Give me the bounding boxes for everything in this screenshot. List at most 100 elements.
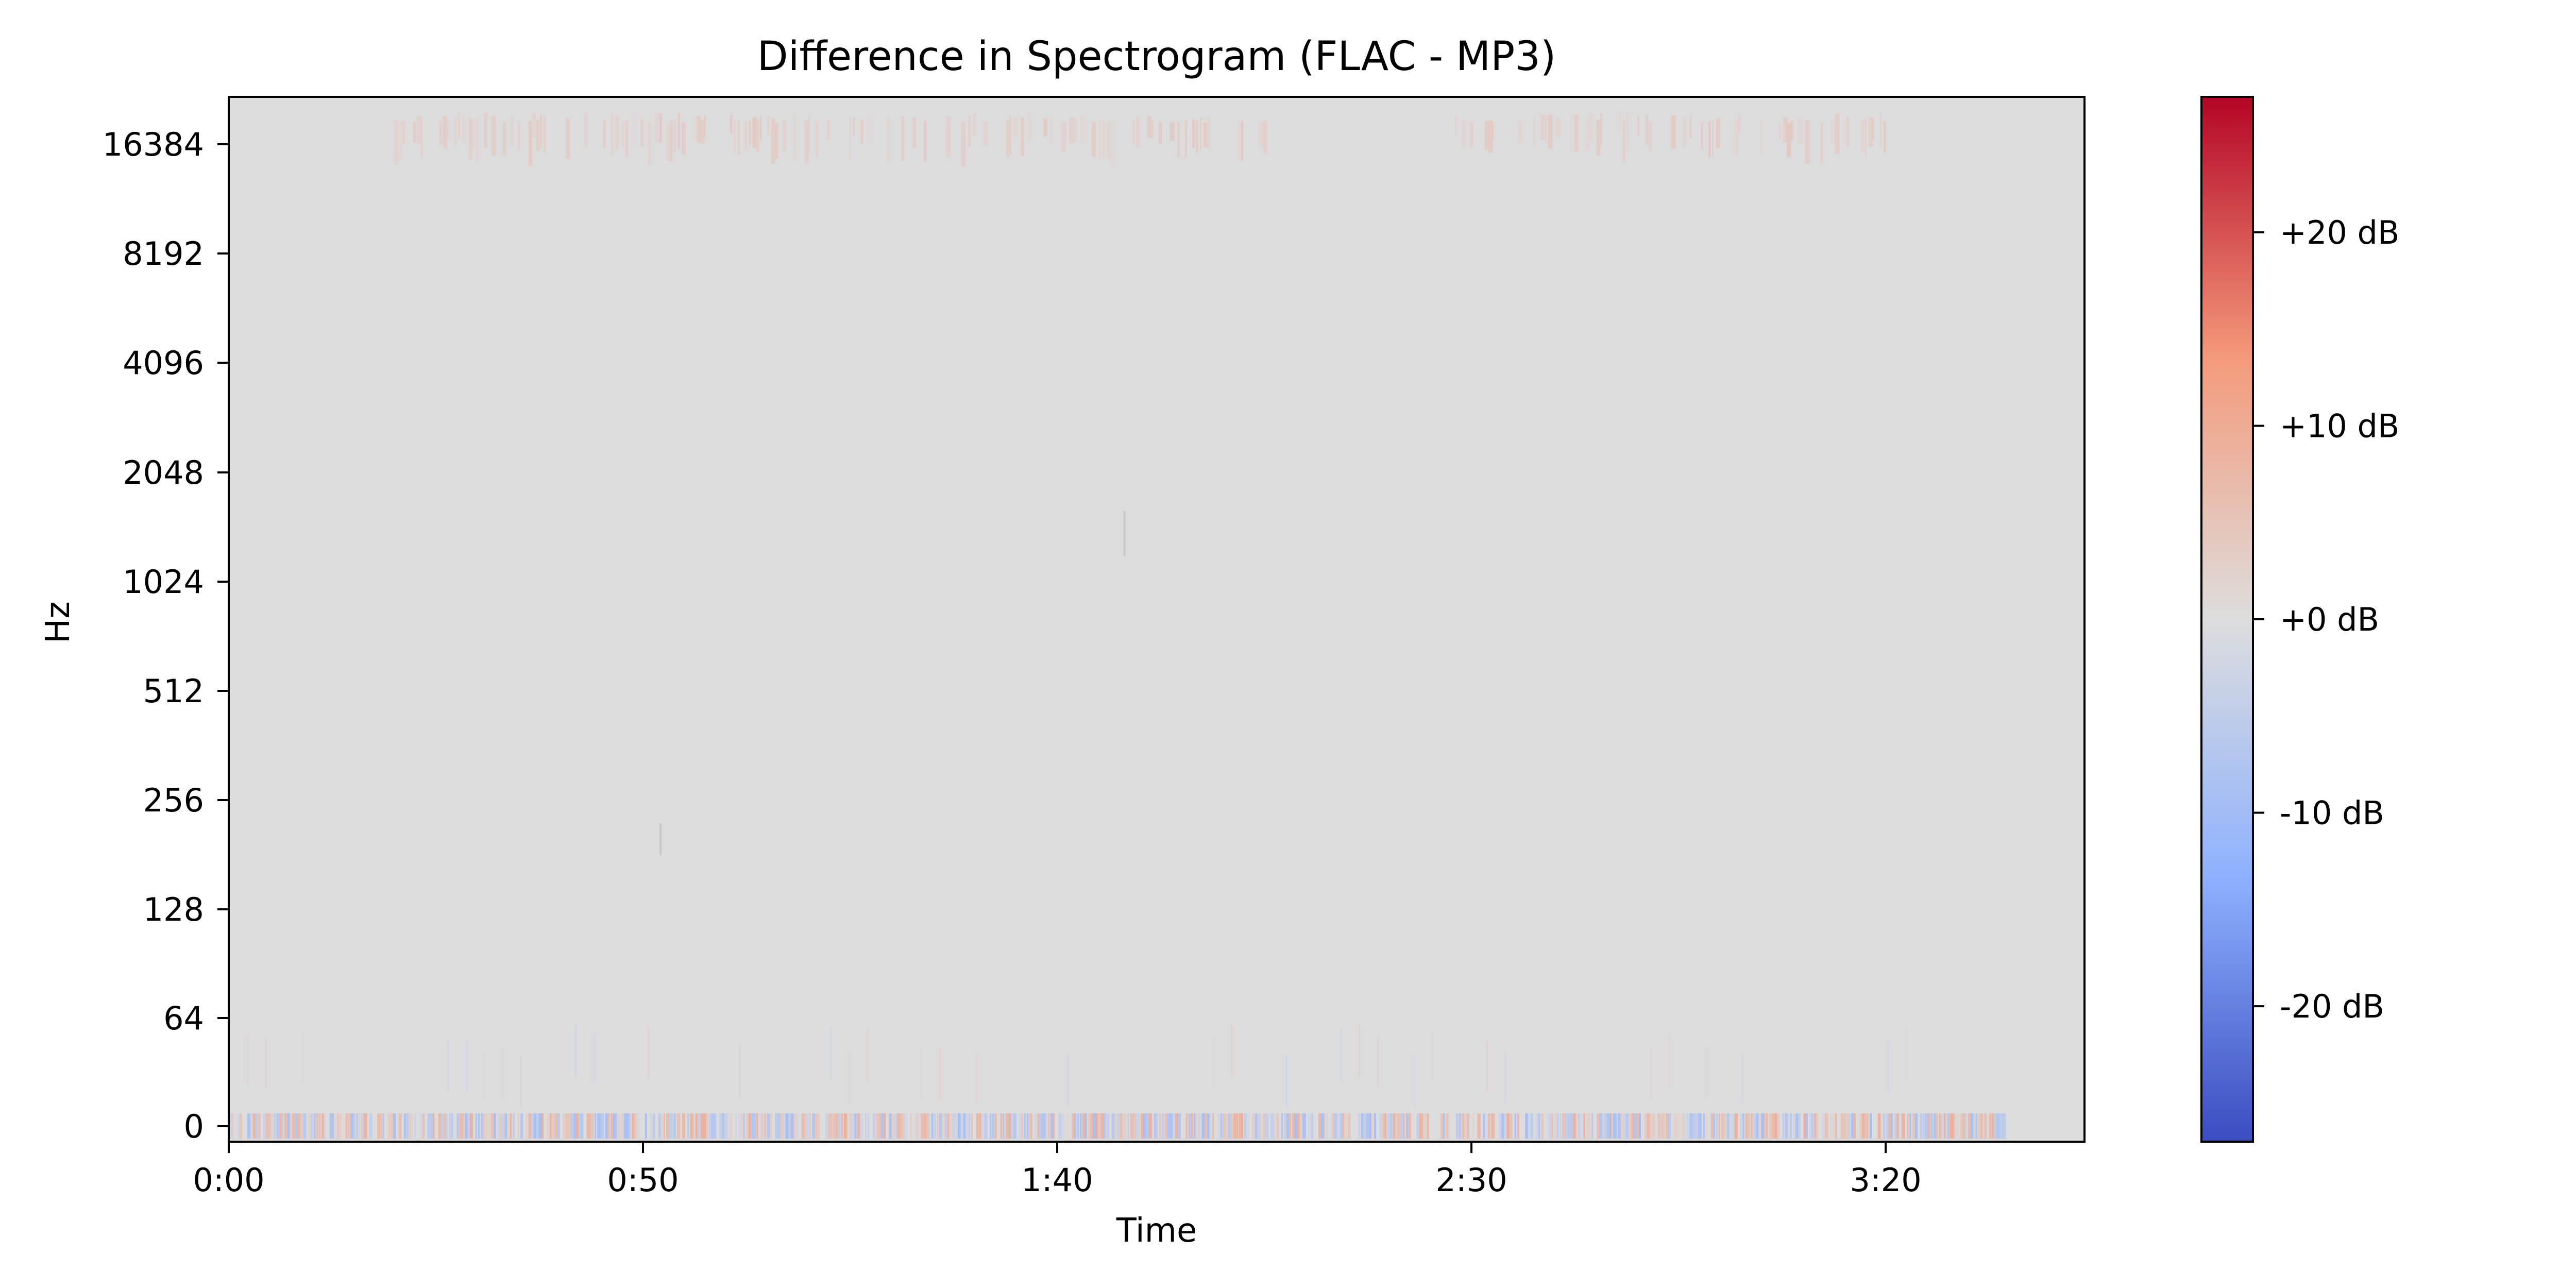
low-freq-difference-mark	[499, 1113, 502, 1139]
low-freq-difference-mark	[1347, 1113, 1351, 1139]
low-freq-difference-mark	[1676, 1113, 1679, 1139]
low-freq-difference-mark	[1379, 1113, 1382, 1139]
low-freq-difference-mark	[1920, 1113, 1923, 1139]
low-freq-difference-mark	[1703, 1113, 1705, 1139]
low-freq-difference-mark	[1366, 1113, 1369, 1139]
low-freq-difference-mark	[1389, 1113, 1393, 1139]
low-freq-difference-mark	[1090, 1113, 1094, 1139]
low-freq-difference-mark	[1318, 1113, 1322, 1139]
low-freq-difference-mark	[581, 1113, 584, 1139]
low-freq-difference-mark	[737, 1113, 740, 1139]
high-freq-difference-mark	[1689, 115, 1692, 138]
high-freq-difference-mark	[1865, 120, 1867, 157]
low-freq-faint-mark	[1996, 1029, 1998, 1081]
low-freq-difference-mark	[1040, 1113, 1043, 1139]
low-freq-difference-mark	[1849, 1113, 1852, 1139]
low-freq-difference-mark	[1949, 1113, 1953, 1139]
low-freq-difference-mark	[1148, 1113, 1153, 1139]
high-freq-difference-mark	[666, 123, 671, 161]
low-freq-difference-mark	[1840, 1113, 1844, 1139]
high-freq-difference-mark	[868, 115, 871, 143]
low-freq-faint-mark	[1067, 1054, 1069, 1106]
high-freq-difference-mark	[1544, 116, 1547, 142]
chart-title: Difference in Spectrogram (FLAC - MP3)	[757, 33, 1556, 80]
high-freq-difference-mark	[1846, 116, 1850, 147]
low-freq-difference-mark	[1368, 1113, 1372, 1139]
spectrogram-plot-area	[228, 96, 2086, 1143]
low-freq-difference-mark	[1504, 1113, 1507, 1139]
low-freq-difference-mark	[446, 1113, 448, 1139]
low-freq-difference-mark	[1217, 1113, 1220, 1139]
low-freq-faint-mark	[1504, 1052, 1506, 1104]
low-freq-difference-mark	[1066, 1113, 1069, 1139]
high-freq-difference-mark	[1484, 121, 1489, 150]
y-tick-label: 0	[184, 1108, 204, 1145]
low-freq-difference-mark	[623, 1113, 628, 1139]
low-freq-difference-mark	[703, 1113, 707, 1139]
low-freq-difference-mark	[539, 1113, 542, 1139]
low-freq-difference-mark	[846, 1113, 849, 1139]
low-freq-difference-mark	[1551, 1113, 1554, 1139]
high-freq-difference-mark	[808, 115, 810, 153]
low-freq-difference-mark	[1236, 1113, 1239, 1139]
high-freq-difference-mark	[1151, 120, 1154, 139]
low-freq-difference-mark	[838, 1113, 841, 1139]
low-freq-difference-mark	[1795, 1113, 1799, 1139]
high-freq-difference-mark	[1492, 122, 1494, 141]
low-freq-difference-mark	[1883, 1113, 1885, 1139]
low-freq-difference-mark	[1490, 1113, 1495, 1139]
low-freq-difference-mark	[1944, 1113, 1946, 1139]
low-freq-difference-mark	[958, 1113, 961, 1139]
x-tick-label: 0:00	[193, 1161, 264, 1199]
x-tick-label: 1:40	[1021, 1161, 1093, 1199]
low-freq-difference-mark	[1591, 1113, 1594, 1139]
low-freq-faint-mark	[465, 1040, 467, 1092]
low-freq-difference-mark	[1803, 1113, 1806, 1139]
high-freq-difference-mark	[1136, 117, 1140, 147]
low-freq-faint-mark	[247, 1034, 249, 1086]
high-freq-difference-mark	[529, 121, 532, 166]
low-freq-difference-mark	[1037, 1113, 1040, 1139]
low-freq-difference-mark	[883, 1113, 886, 1139]
low-freq-difference-mark	[730, 1113, 733, 1139]
low-freq-difference-mark	[422, 1113, 425, 1139]
low-freq-difference-mark	[1265, 1113, 1269, 1139]
low-freq-difference-mark	[1289, 1113, 1291, 1139]
low-freq-difference-mark	[364, 1113, 368, 1139]
low-freq-difference-mark	[1178, 1113, 1181, 1139]
low-freq-difference-mark	[1257, 1113, 1261, 1139]
low-freq-difference-mark	[462, 1113, 465, 1139]
high-freq-difference-mark	[704, 115, 706, 138]
low-freq-difference-mark	[714, 1113, 717, 1139]
low-freq-difference-mark	[1713, 1113, 1716, 1139]
high-freq-difference-mark	[457, 113, 460, 138]
low-freq-difference-mark	[674, 1113, 676, 1139]
low-freq-difference-mark	[1042, 1113, 1046, 1139]
low-freq-difference-mark	[403, 1113, 406, 1139]
low-freq-difference-mark	[1093, 1113, 1096, 1139]
high-freq-difference-mark	[1619, 113, 1621, 133]
low-freq-difference-mark	[1570, 1113, 1573, 1139]
low-freq-faint-mark	[1741, 1052, 1743, 1104]
low-freq-difference-mark	[1599, 1113, 1603, 1139]
low-freq-difference-mark	[488, 1113, 492, 1139]
low-freq-difference-mark	[1750, 1113, 1753, 1139]
low-freq-difference-mark	[547, 1113, 549, 1139]
high-freq-difference-mark	[670, 120, 673, 162]
low-freq-difference-mark	[276, 1113, 279, 1139]
low-freq-difference-mark	[1644, 1113, 1648, 1139]
low-freq-difference-mark	[1456, 1113, 1459, 1139]
low-freq-difference-mark	[968, 1113, 971, 1139]
low-freq-difference-mark	[1928, 1113, 1930, 1139]
high-freq-difference-mark	[1263, 121, 1268, 154]
low-freq-difference-mark	[1771, 1113, 1774, 1139]
low-freq-difference-mark	[1239, 1113, 1242, 1139]
low-freq-difference-mark	[942, 1113, 945, 1139]
low-freq-difference-mark	[1233, 1113, 1236, 1139]
low-freq-faint-mark	[1158, 1049, 1160, 1101]
plot-frame	[228, 96, 2086, 1143]
high-freq-difference-mark	[674, 119, 676, 153]
low-freq-difference-mark	[573, 1113, 577, 1139]
high-freq-difference-mark	[1241, 121, 1244, 160]
low-freq-difference-mark	[1143, 1113, 1147, 1139]
